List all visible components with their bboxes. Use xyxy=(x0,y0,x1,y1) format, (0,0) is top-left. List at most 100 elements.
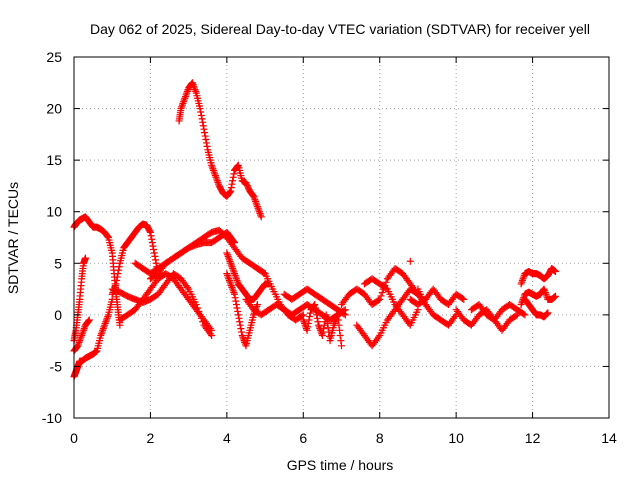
data-point xyxy=(230,170,238,178)
data-point xyxy=(312,307,320,315)
data-point xyxy=(256,209,264,217)
data-point xyxy=(80,326,88,334)
data-point xyxy=(224,252,232,260)
series-arc-4-5-low xyxy=(223,270,261,350)
data-point xyxy=(228,283,236,291)
data-point xyxy=(333,313,341,321)
y-tick-label: 25 xyxy=(46,49,62,65)
series-arc-7-9 xyxy=(353,285,430,350)
data-point xyxy=(237,325,245,333)
data-point xyxy=(223,270,231,278)
series-arc-early-rise xyxy=(70,295,116,381)
data-point xyxy=(206,325,214,333)
x-tick-label: 12 xyxy=(525,430,541,446)
data-point xyxy=(190,84,198,92)
data-point xyxy=(227,259,235,267)
axis-ticks xyxy=(73,56,610,419)
data-point xyxy=(518,276,526,284)
y-axis-label: SDTVAR / TECUs xyxy=(5,182,21,294)
data-point xyxy=(239,335,247,343)
data-point xyxy=(231,294,239,302)
data-point xyxy=(80,325,88,333)
data-point xyxy=(234,307,242,315)
series-arc-1-3b xyxy=(116,270,216,334)
data-point xyxy=(192,87,200,95)
data-point xyxy=(99,326,107,334)
data-point xyxy=(100,323,108,331)
data-point xyxy=(178,101,186,109)
data-point xyxy=(544,309,552,317)
data-point xyxy=(304,323,312,331)
data-point xyxy=(227,282,235,290)
x-tick-label: 4 xyxy=(223,430,231,446)
data-point xyxy=(305,316,313,324)
series-arc-11-12 xyxy=(467,301,529,324)
data-point xyxy=(541,289,549,297)
data-point xyxy=(113,273,121,281)
data-point xyxy=(298,312,306,320)
data-point xyxy=(148,239,156,247)
data-point xyxy=(252,197,260,205)
data-point xyxy=(304,319,312,327)
data-point xyxy=(225,256,233,264)
data-point xyxy=(233,304,241,312)
data-point xyxy=(203,142,211,150)
data-point xyxy=(517,301,525,309)
series-arc-5-7 xyxy=(280,285,349,319)
series-arc-7-9-b xyxy=(360,275,422,329)
data-point xyxy=(84,318,92,326)
data-point xyxy=(232,297,240,305)
data-point xyxy=(211,172,219,180)
data-point xyxy=(255,206,263,214)
data-point xyxy=(238,331,246,339)
series-arc-12-top xyxy=(517,264,559,288)
x-tick-label: 8 xyxy=(376,430,384,446)
data-point xyxy=(232,275,240,283)
y-tick-label: 20 xyxy=(46,101,62,117)
x-tick-label: 10 xyxy=(448,430,464,446)
data-point xyxy=(115,266,123,274)
data-point xyxy=(334,311,342,319)
data-point xyxy=(331,318,339,326)
data-point xyxy=(114,270,122,278)
data-point xyxy=(97,331,105,339)
data-point xyxy=(179,99,187,107)
data-point xyxy=(78,331,86,339)
data-point xyxy=(77,333,85,341)
data-point xyxy=(322,314,330,322)
series-stray-points xyxy=(406,257,414,265)
data-point xyxy=(314,318,322,326)
data-point xyxy=(313,311,321,319)
data-point xyxy=(101,321,109,329)
data-point xyxy=(234,162,242,170)
data-point xyxy=(181,93,189,101)
data-point xyxy=(232,301,240,309)
data-point xyxy=(552,292,559,300)
series-arc-early-high xyxy=(70,213,124,329)
y-tick-label: -10 xyxy=(42,410,62,426)
data-point xyxy=(181,94,189,102)
data-point xyxy=(251,196,259,204)
data-point xyxy=(226,188,234,196)
data-point xyxy=(231,271,239,279)
data-point xyxy=(147,232,155,240)
data-point xyxy=(197,111,205,119)
data-point xyxy=(459,295,467,303)
data-point xyxy=(377,292,385,300)
series-arc-hump-1-3 xyxy=(108,220,162,298)
data-point xyxy=(302,325,310,333)
data-point xyxy=(197,108,205,116)
data-point xyxy=(98,328,106,336)
data-point xyxy=(208,161,216,169)
data-point xyxy=(340,310,348,318)
data-point xyxy=(374,296,382,304)
data-point xyxy=(198,115,206,123)
x-tick-label: 6 xyxy=(299,430,307,446)
data-point xyxy=(336,331,344,339)
data-point xyxy=(78,330,86,338)
data-point xyxy=(338,342,345,350)
data-point xyxy=(322,311,330,319)
data-point xyxy=(209,165,217,173)
data-point xyxy=(228,180,236,188)
data-point xyxy=(225,275,233,283)
